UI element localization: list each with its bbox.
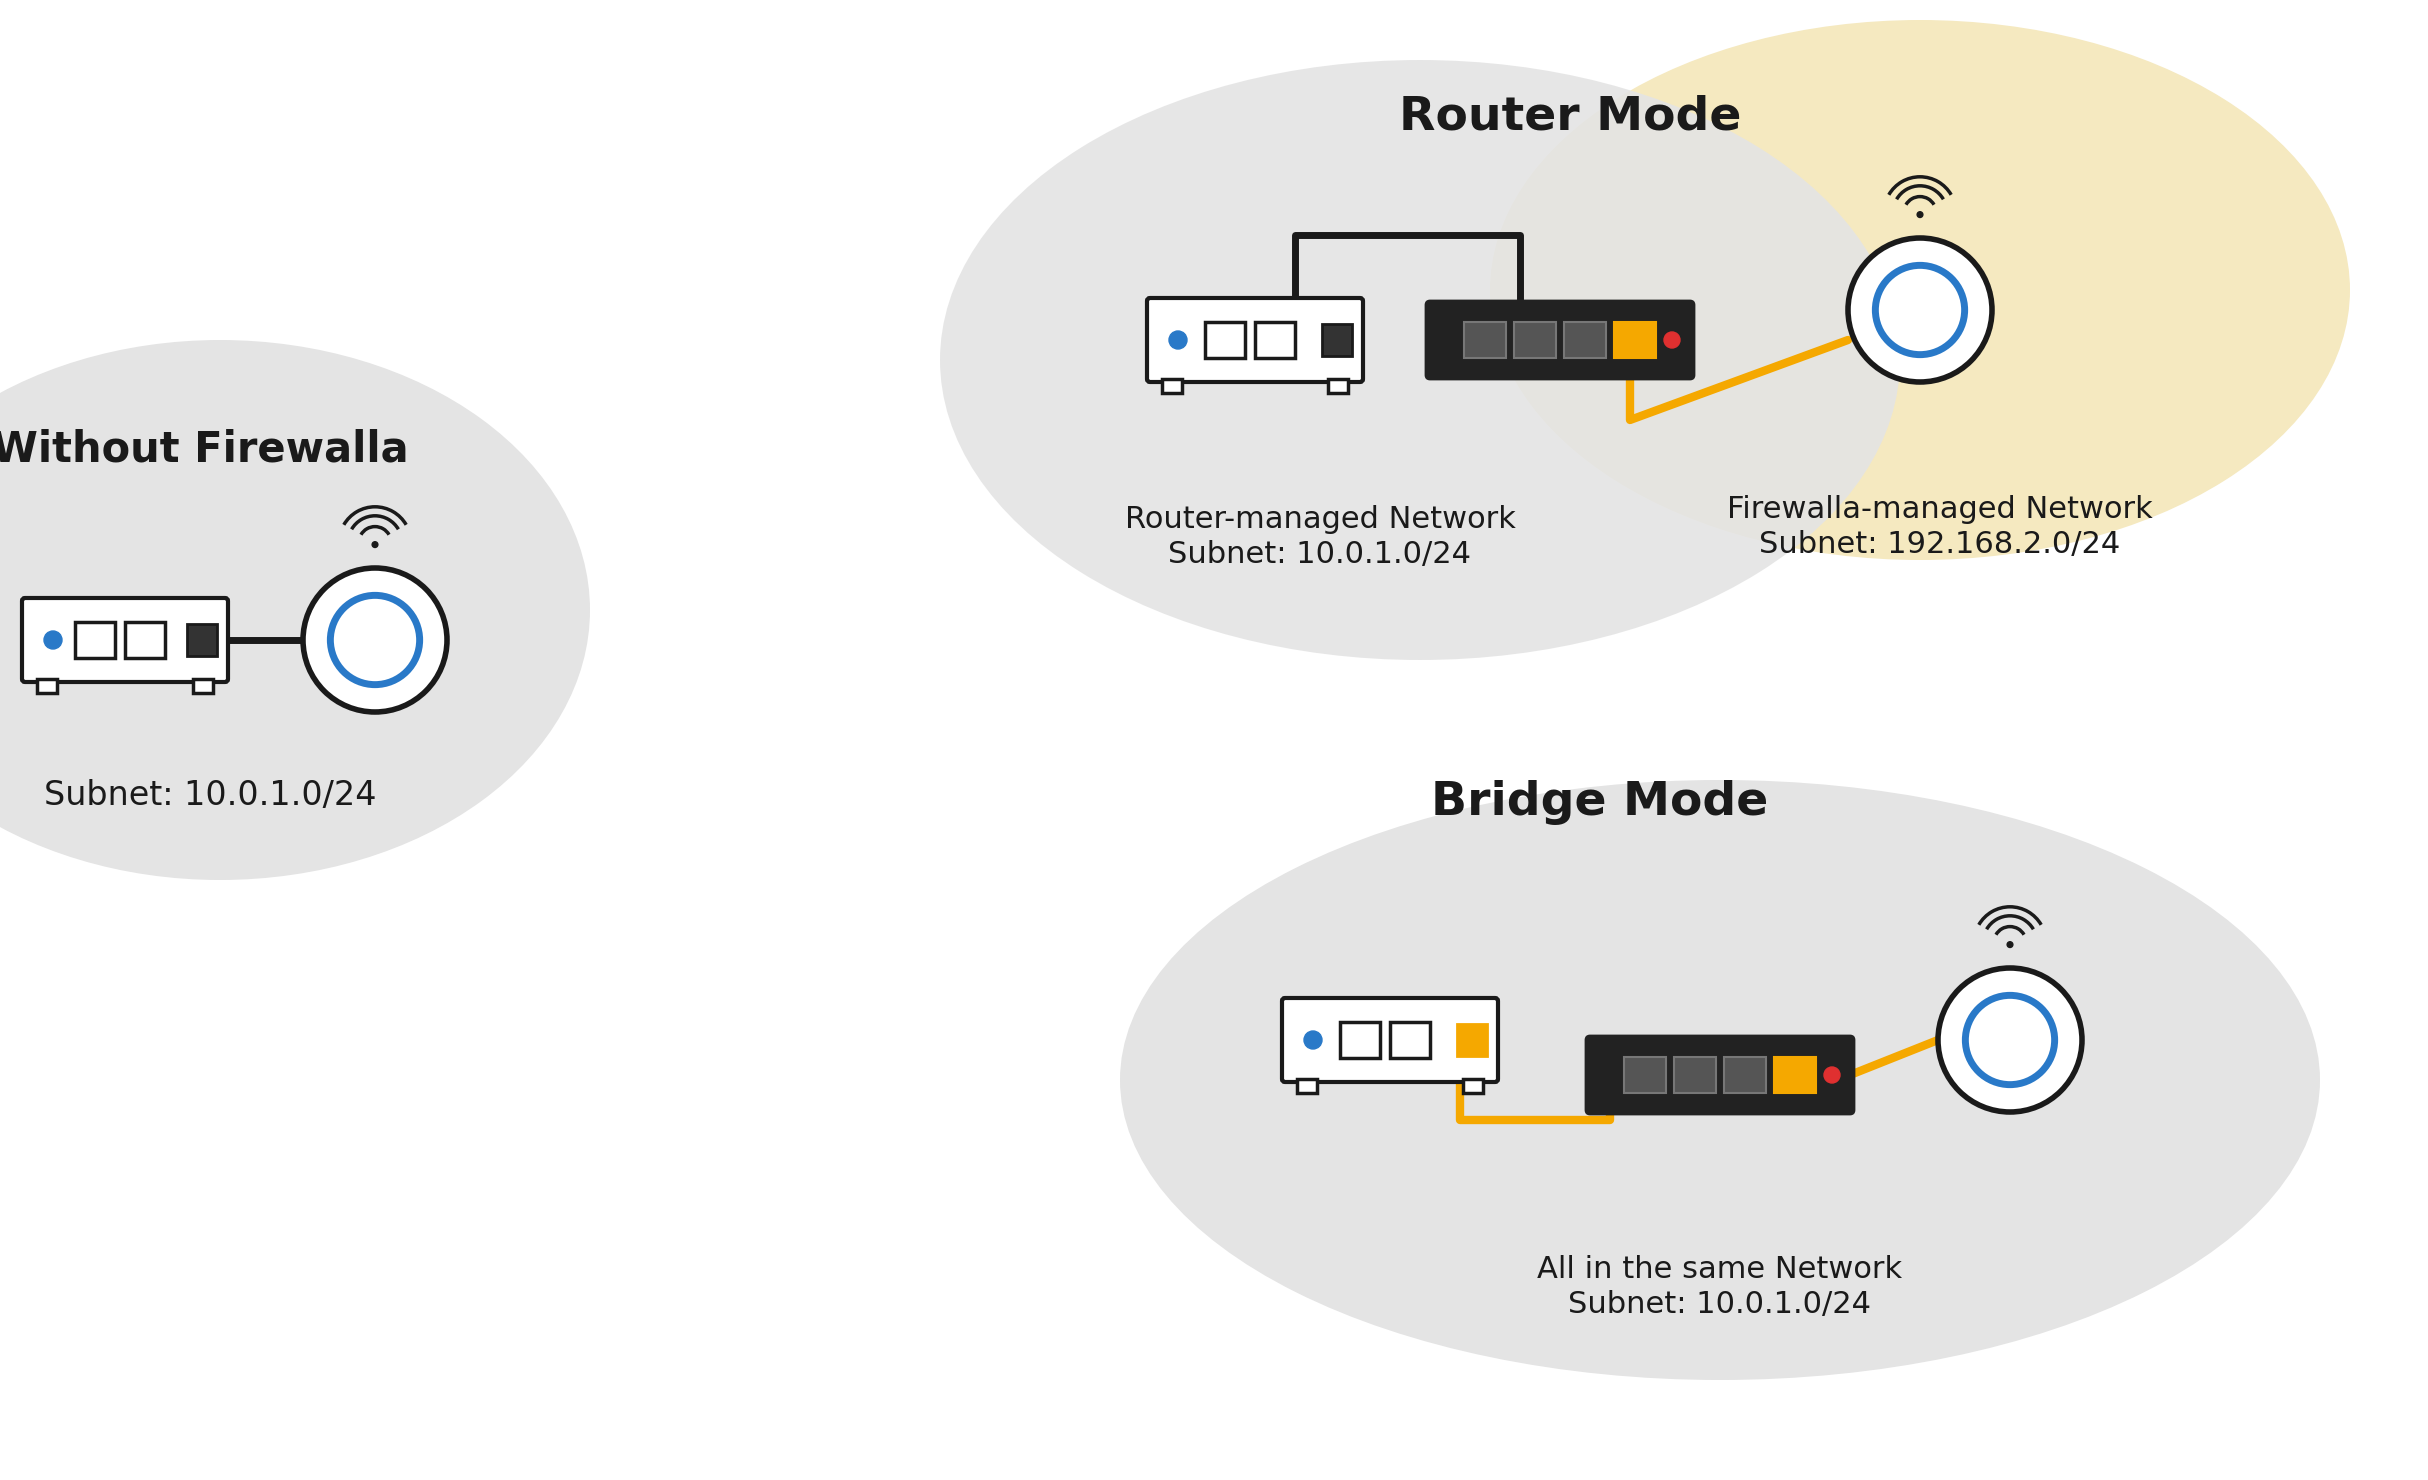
Circle shape <box>1964 996 2054 1085</box>
FancyBboxPatch shape <box>1321 324 1352 357</box>
Text: Router Mode: Router Mode <box>1399 95 1741 141</box>
Circle shape <box>44 630 63 650</box>
Text: Subnet: 10.0.1.0/24: Subnet: 10.0.1.0/24 <box>1168 540 1471 570</box>
Ellipse shape <box>940 61 1901 660</box>
FancyBboxPatch shape <box>1775 1057 1816 1094</box>
Circle shape <box>1848 238 1991 382</box>
Circle shape <box>1823 1067 1840 1083</box>
Circle shape <box>1938 968 2081 1111</box>
Text: All in the same Network: All in the same Network <box>1537 1255 1904 1285</box>
Circle shape <box>2008 941 2013 947</box>
FancyBboxPatch shape <box>124 622 165 659</box>
FancyBboxPatch shape <box>22 598 228 682</box>
Circle shape <box>304 568 447 712</box>
Text: Without Firewalla: Without Firewalla <box>0 429 408 471</box>
FancyBboxPatch shape <box>1673 1057 1717 1094</box>
FancyBboxPatch shape <box>1425 300 1695 379</box>
Text: Subnet: 10.0.1.0/24: Subnet: 10.0.1.0/24 <box>44 778 376 811</box>
FancyBboxPatch shape <box>36 679 56 693</box>
Ellipse shape <box>1119 780 2321 1379</box>
Text: Bridge Mode: Bridge Mode <box>1433 780 1768 824</box>
Text: Firewalla-managed Network: Firewalla-managed Network <box>1726 496 2154 524</box>
Circle shape <box>1663 332 1680 348</box>
Circle shape <box>1304 1032 1321 1049</box>
FancyBboxPatch shape <box>1297 1079 1316 1094</box>
FancyBboxPatch shape <box>1724 1057 1765 1094</box>
FancyBboxPatch shape <box>1282 998 1498 1082</box>
FancyBboxPatch shape <box>1464 323 1505 358</box>
FancyBboxPatch shape <box>1389 1023 1430 1058</box>
FancyBboxPatch shape <box>1146 297 1362 382</box>
Circle shape <box>330 595 420 685</box>
FancyBboxPatch shape <box>1204 323 1246 358</box>
Text: Router-managed Network: Router-managed Network <box>1124 506 1515 534</box>
FancyBboxPatch shape <box>187 625 216 656</box>
FancyBboxPatch shape <box>1585 1036 1855 1114</box>
FancyBboxPatch shape <box>1328 379 1348 394</box>
FancyBboxPatch shape <box>75 622 114 659</box>
FancyBboxPatch shape <box>1340 1023 1379 1058</box>
FancyBboxPatch shape <box>192 679 214 693</box>
Circle shape <box>371 542 379 548</box>
FancyBboxPatch shape <box>1457 1024 1486 1057</box>
FancyBboxPatch shape <box>1163 379 1182 394</box>
FancyBboxPatch shape <box>1255 323 1294 358</box>
Ellipse shape <box>0 340 590 881</box>
FancyBboxPatch shape <box>1564 323 1605 358</box>
FancyBboxPatch shape <box>1624 1057 1666 1094</box>
Circle shape <box>1918 212 1923 218</box>
Circle shape <box>1874 265 1964 355</box>
Ellipse shape <box>1491 21 2350 559</box>
FancyBboxPatch shape <box>1515 323 1556 358</box>
FancyBboxPatch shape <box>1464 1079 1484 1094</box>
Text: Subnet: 10.0.1.0/24: Subnet: 10.0.1.0/24 <box>1568 1291 1872 1320</box>
FancyBboxPatch shape <box>1615 323 1656 358</box>
Text: Subnet: 192.168.2.0/24: Subnet: 192.168.2.0/24 <box>1760 530 2120 559</box>
Circle shape <box>1168 332 1187 349</box>
